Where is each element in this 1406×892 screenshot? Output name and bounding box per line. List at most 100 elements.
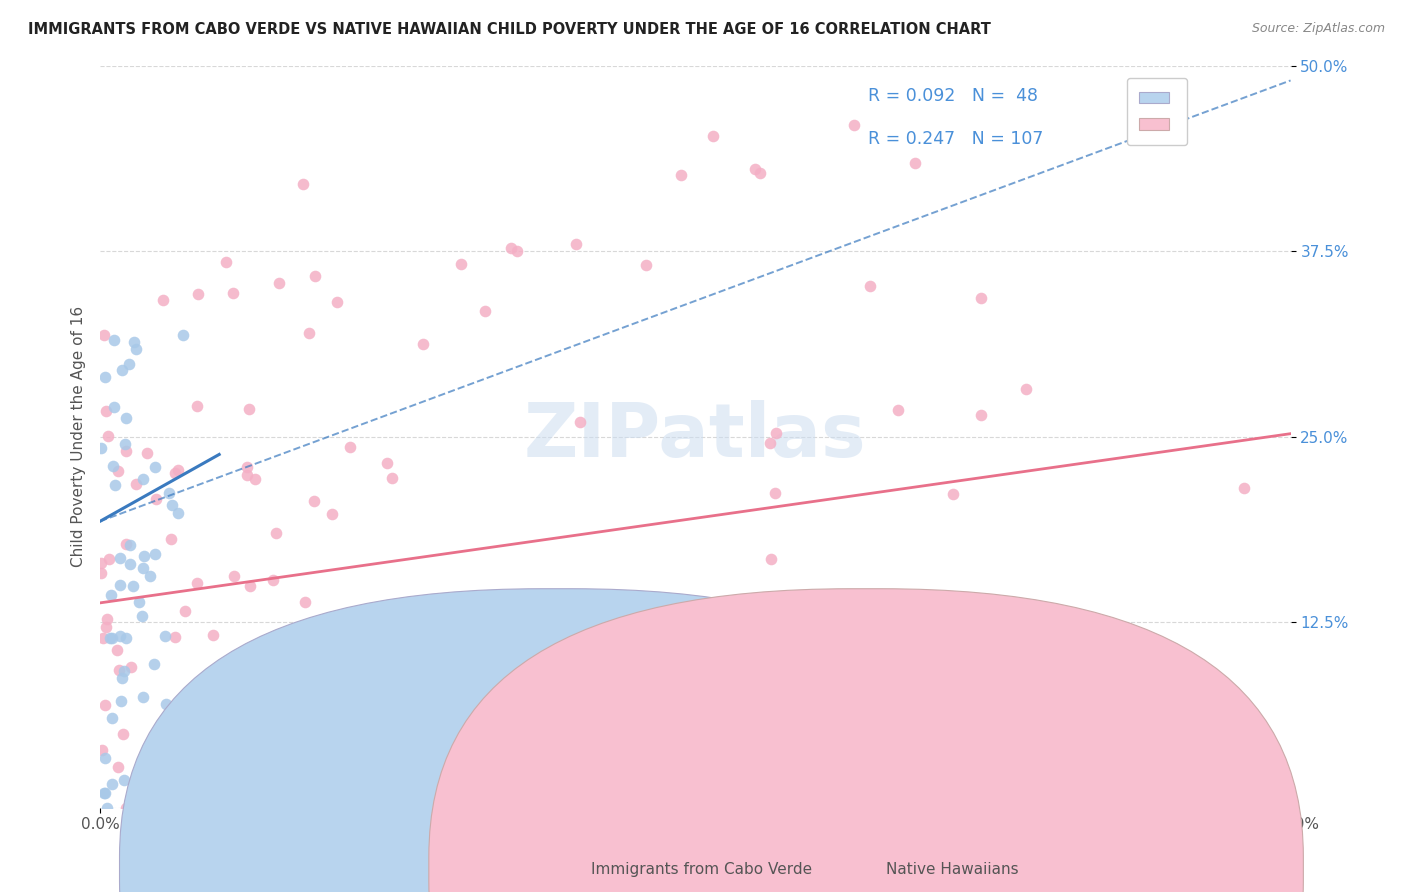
Point — [94, 620, 117, 634]
Point — [245, 472, 267, 486]
Point — [222, 285, 245, 300]
Point — [773, 626, 796, 640]
Point — [98, 631, 121, 645]
Point — [94, 750, 117, 764]
Point — [236, 460, 259, 475]
Point — [167, 463, 190, 477]
Point — [264, 526, 287, 541]
Point — [108, 628, 131, 642]
Point — [970, 291, 993, 305]
Point — [302, 494, 325, 508]
Point — [139, 569, 162, 583]
Point — [160, 498, 183, 512]
Point — [96, 612, 118, 626]
Point — [304, 268, 326, 283]
Point — [1015, 382, 1038, 396]
Point — [114, 800, 136, 814]
Point — [450, 257, 472, 271]
Point — [111, 671, 134, 685]
Point — [758, 436, 780, 450]
Point — [107, 464, 129, 478]
Point — [752, 687, 775, 701]
Text: Native Hawaiians: Native Hawaiians — [886, 863, 1018, 877]
Point — [179, 723, 201, 738]
Point — [1233, 481, 1256, 495]
Point — [108, 663, 131, 677]
Point — [103, 401, 125, 415]
Point — [160, 532, 183, 546]
Point — [759, 551, 782, 566]
Point — [294, 595, 316, 609]
Text: Immigrants from Cabo Verde: Immigrants from Cabo Verde — [591, 863, 811, 877]
Point — [326, 294, 349, 309]
Point — [91, 743, 114, 757]
Point — [121, 579, 143, 593]
Point — [375, 457, 398, 471]
Point — [186, 575, 208, 590]
Point — [844, 118, 866, 132]
Point — [942, 486, 965, 500]
Point — [118, 557, 141, 571]
Point — [107, 759, 129, 773]
Point — [93, 786, 115, 800]
Point — [215, 255, 238, 269]
Point — [243, 702, 266, 716]
Point — [97, 429, 120, 443]
Point — [238, 402, 260, 417]
Point — [118, 538, 141, 552]
Point — [131, 608, 153, 623]
Point — [557, 741, 579, 756]
Point — [139, 767, 162, 781]
Point — [298, 326, 321, 340]
Text: IMMIGRANTS FROM CABO VERDE VS NATIVE HAWAIIAN CHILD POVERTY UNDER THE AGE OF 16 : IMMIGRANTS FROM CABO VERDE VS NATIVE HAW… — [28, 22, 991, 37]
Point — [120, 659, 142, 673]
Point — [94, 370, 117, 384]
Point — [506, 244, 529, 259]
Point — [143, 657, 166, 671]
Point — [969, 408, 991, 422]
Point — [112, 727, 135, 741]
Point — [311, 631, 333, 645]
Point — [101, 776, 124, 790]
Point — [167, 506, 190, 520]
Point — [859, 279, 882, 293]
Point — [103, 458, 125, 473]
Point — [413, 713, 436, 727]
Point — [131, 561, 153, 575]
Point — [94, 786, 117, 800]
Point — [91, 631, 114, 645]
Point — [224, 568, 246, 582]
Text: Source: ZipAtlas.com: Source: ZipAtlas.com — [1251, 22, 1385, 36]
Point — [121, 800, 143, 814]
Point — [184, 800, 207, 814]
Point — [262, 573, 284, 587]
Point — [114, 632, 136, 646]
Point — [661, 666, 683, 681]
Point — [90, 557, 112, 571]
Point — [172, 328, 194, 343]
Point — [143, 460, 166, 475]
Point — [157, 485, 180, 500]
Point — [412, 337, 434, 351]
Point — [152, 293, 174, 307]
Point — [267, 276, 290, 290]
Text: ZIPatlas: ZIPatlas — [524, 401, 866, 473]
Point — [112, 773, 135, 788]
Point — [96, 800, 118, 814]
Point — [765, 426, 787, 441]
Point — [115, 444, 138, 458]
Point — [90, 566, 112, 580]
Point — [173, 604, 195, 618]
Point — [134, 549, 156, 563]
Point — [239, 579, 262, 593]
Point — [97, 552, 120, 566]
Point — [90, 442, 112, 456]
Point — [165, 466, 187, 480]
Point — [489, 743, 512, 757]
Point — [153, 629, 176, 643]
Point — [143, 734, 166, 748]
Point — [114, 437, 136, 451]
Point — [125, 342, 148, 356]
Point — [205, 770, 228, 784]
Point — [118, 357, 141, 371]
